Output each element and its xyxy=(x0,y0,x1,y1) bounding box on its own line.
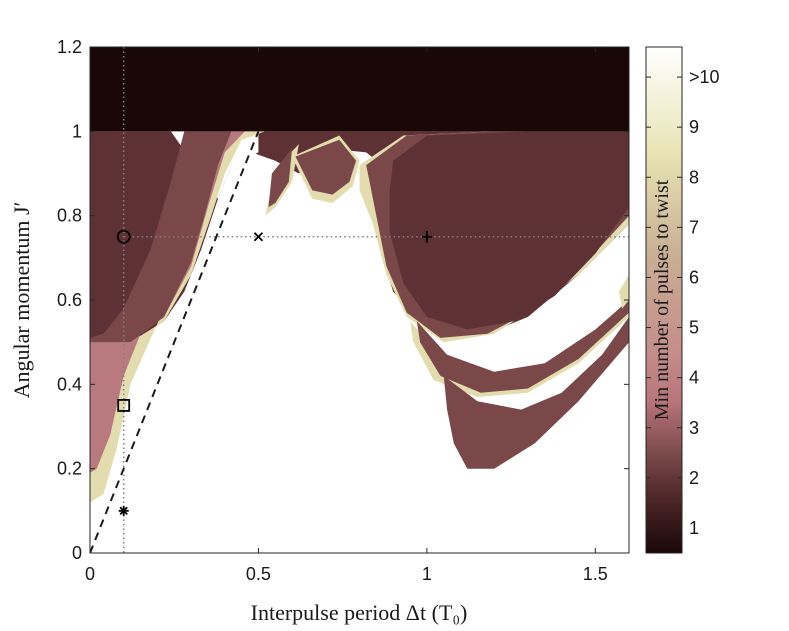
colorbar-tick-label: 5 xyxy=(689,318,699,338)
y-tick-label: 1.2 xyxy=(57,37,82,57)
colorbar-tick-label: 1 xyxy=(689,518,699,538)
y-axis-label: Angular momentum J′ xyxy=(9,202,34,399)
y-tick-label: 0 xyxy=(72,543,82,563)
left-edge-pale xyxy=(90,131,266,503)
lobe-lower xyxy=(416,300,629,393)
marker-cross xyxy=(253,232,264,242)
x-axis-label: Interpulse period Δt (T₀) xyxy=(251,600,468,625)
y-axis: 0 0.2 0.4 0.6 0.8 1 1.2 xyxy=(57,37,629,563)
y-tick-label: 0.2 xyxy=(57,459,82,479)
colorbar-tick-label: 2 xyxy=(689,468,699,488)
colorbar-gradient xyxy=(645,46,683,554)
lobe-large-inner xyxy=(389,131,629,330)
colorbar-tick-label: 3 xyxy=(689,418,699,438)
colorbar-tick-label: 7 xyxy=(689,217,699,237)
marker-square xyxy=(117,399,131,412)
x-tick-label: 1 xyxy=(422,564,432,584)
dashed-boundary-line xyxy=(90,130,260,553)
colorbar-tick-label: 9 xyxy=(689,117,699,137)
x-axis: 0 0.5 1 1.5 xyxy=(85,47,608,584)
markers xyxy=(116,229,432,516)
lobe-medium xyxy=(295,139,357,195)
y-tick-label: 1 xyxy=(72,121,82,141)
lobe-small xyxy=(268,148,293,208)
x-tick-label: 1.5 xyxy=(583,564,608,584)
colorbar-tick-label: 6 xyxy=(689,267,699,287)
top-band xyxy=(90,47,629,132)
x-tick-label: 0.5 xyxy=(246,564,271,584)
y-tick-label: 0.8 xyxy=(57,206,82,226)
y-tick-label: 0.4 xyxy=(57,374,82,394)
colorbar-label: Min number of pulses to twist xyxy=(651,179,673,420)
colorbar-tick-label: >10 xyxy=(689,67,720,87)
x-tick-label: 0 xyxy=(85,564,95,584)
marker-circle xyxy=(116,229,131,244)
marker-plus xyxy=(421,230,432,243)
marker-asterisk xyxy=(118,505,129,516)
colorbar-ticks: 1 2 3 4 5 6 7 8 9 >10 xyxy=(646,67,720,538)
plot-area xyxy=(90,47,629,553)
colorbar-tick-label: 4 xyxy=(689,368,699,388)
y-tick-label: 0.6 xyxy=(57,290,82,310)
colorbar-tick-label: 8 xyxy=(689,167,699,187)
lobe-lowest xyxy=(443,316,629,469)
colorbar: 1 2 3 4 5 6 7 8 9 >10 Min number of pulses to twi… xyxy=(645,46,720,554)
